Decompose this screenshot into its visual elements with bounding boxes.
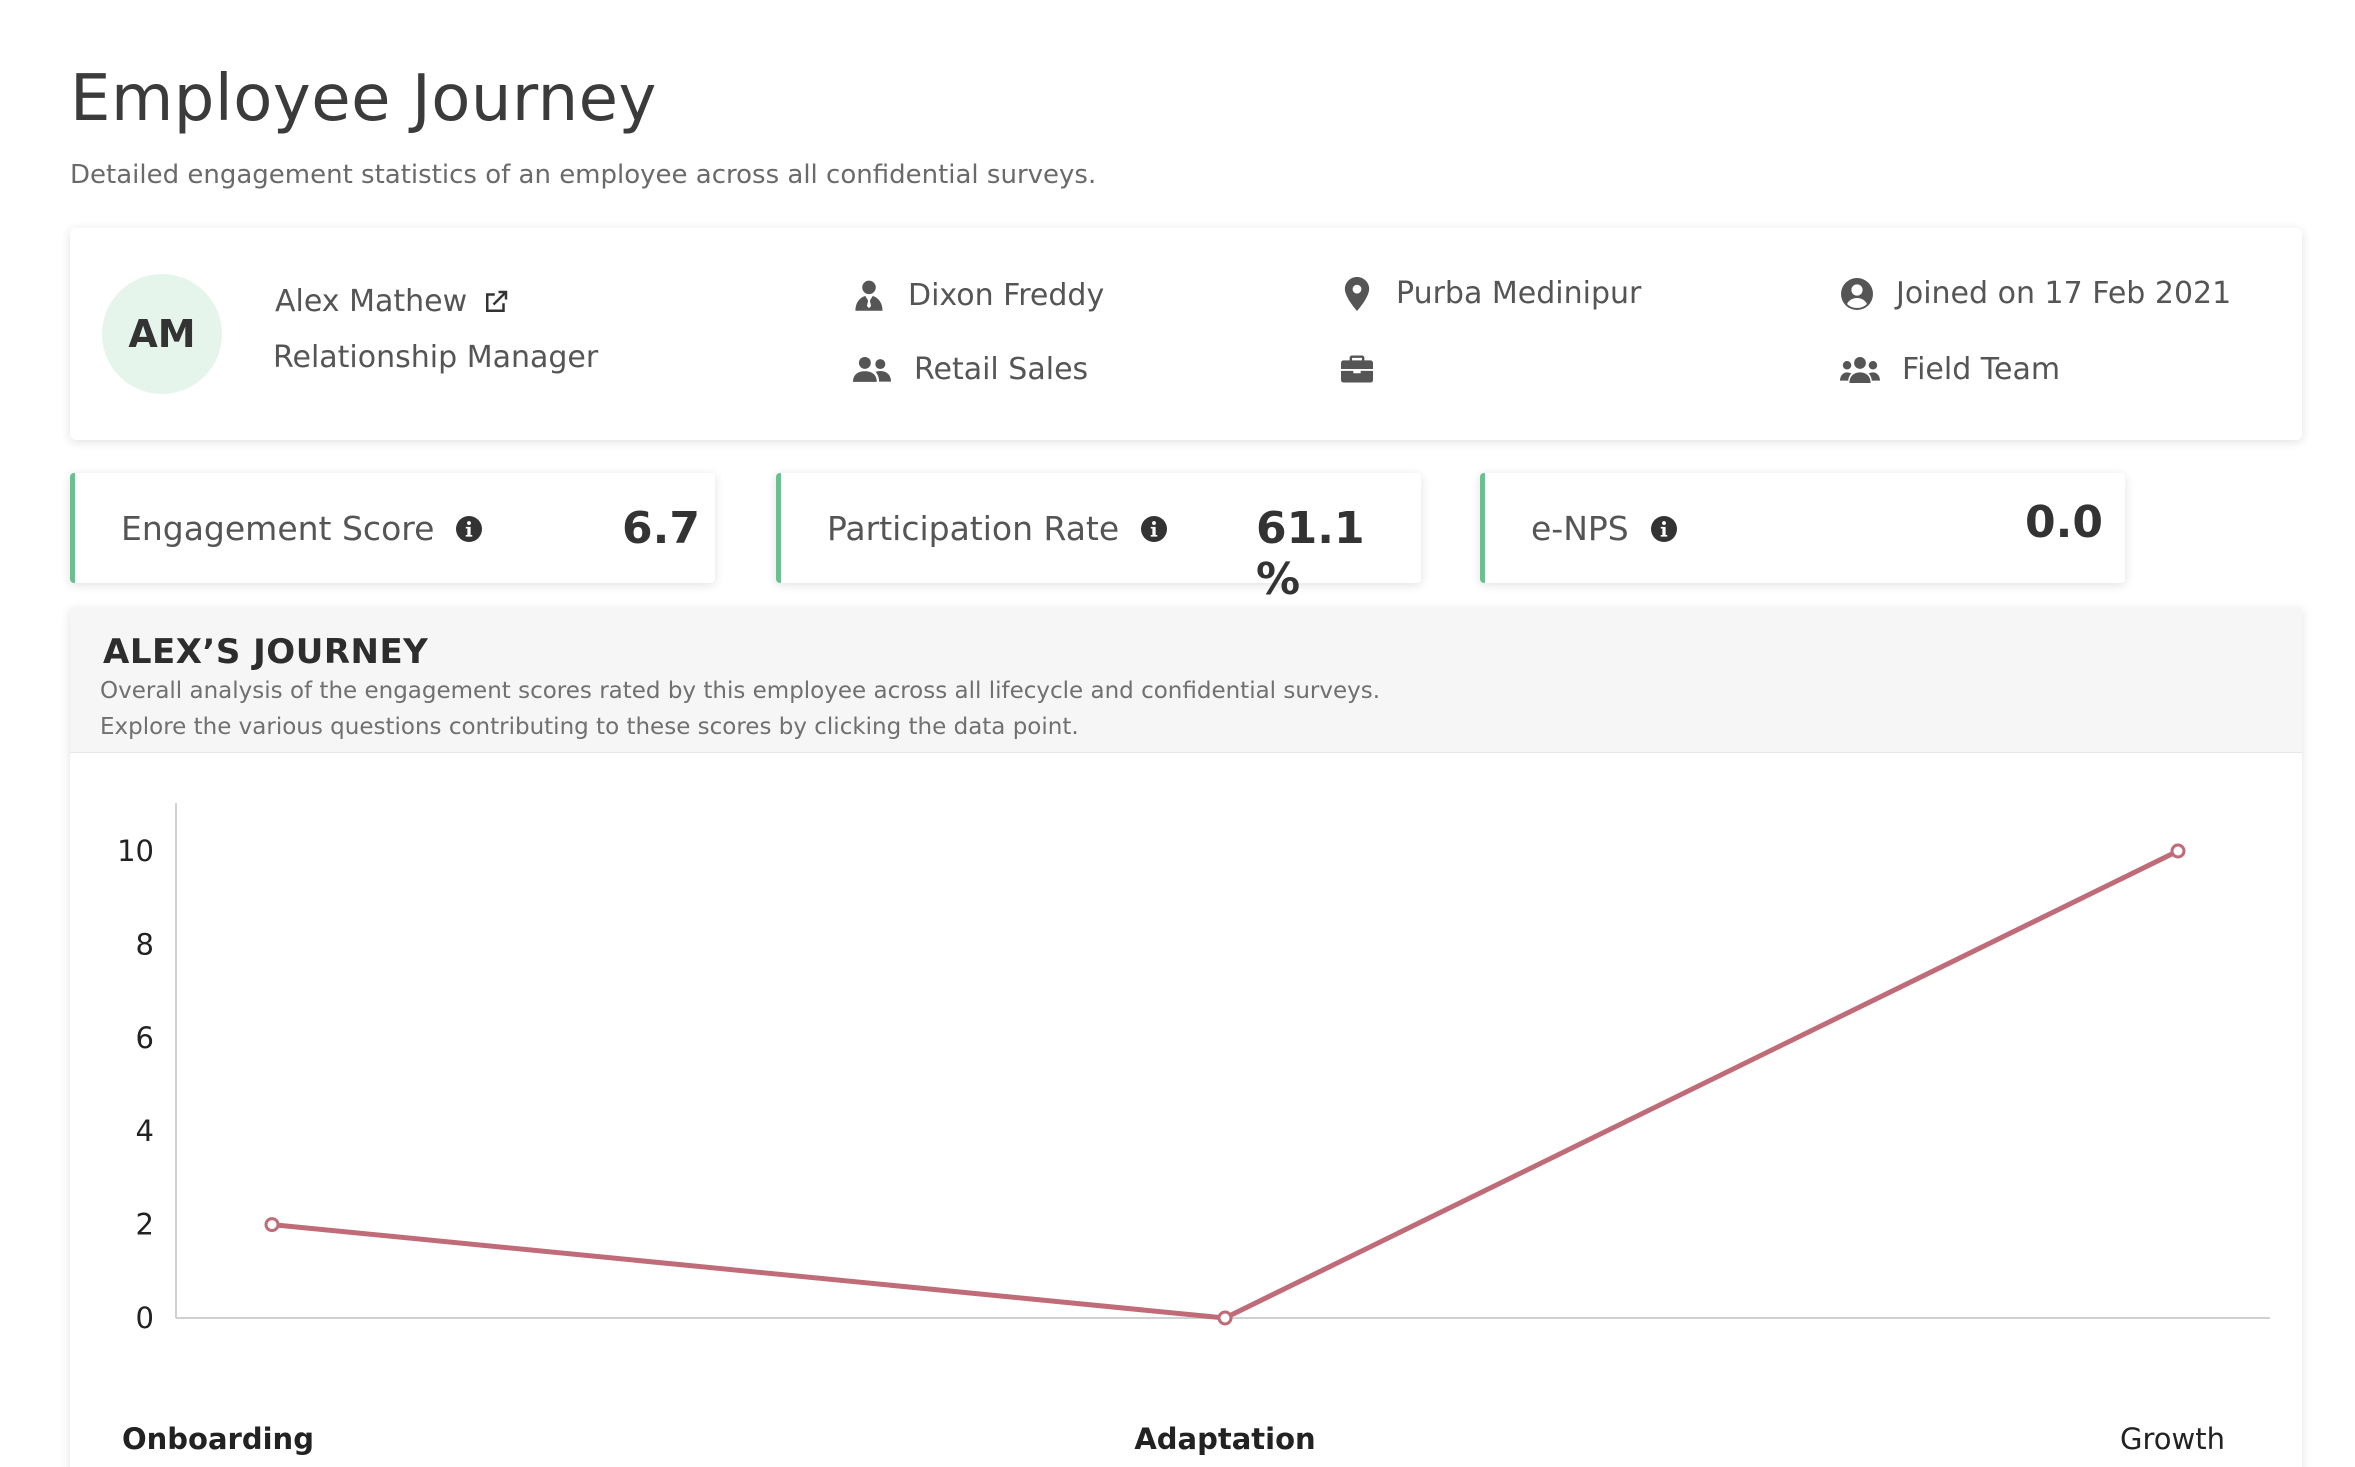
location-info: Purba Medinipur [1340, 276, 1641, 311]
briefcase-icon [1340, 352, 1374, 386]
journey-description-line2: Explore the various questions contributi… [100, 714, 1079, 740]
employee-profile-card: AM Alex Mathew Relationship Manager Dixo… [70, 228, 2302, 440]
data-point[interactable] [264, 1217, 280, 1233]
metric-label: Engagement Score [121, 509, 435, 548]
team-name: Field Team [1902, 352, 2061, 387]
y-tick-label: 8 [136, 927, 154, 961]
y-tick-label: 2 [136, 1208, 154, 1242]
employee-name-link[interactable]: Alex Mathew [275, 284, 511, 319]
joined-date: Joined on 17 Feb 2021 [1896, 276, 2232, 311]
location-name: Purba Medinipur [1396, 276, 1642, 311]
journey-title: ALEX’S JOURNEY [103, 632, 429, 672]
department-info: Retail Sales [852, 352, 1088, 387]
avatar: AM [102, 274, 222, 394]
y-tick-label: 4 [136, 1114, 154, 1148]
y-tick-label: 6 [136, 1021, 154, 1055]
external-link-icon[interactable] [481, 287, 511, 317]
metric-value: 6.7 [622, 503, 700, 554]
manager-info: Dixon Freddy [852, 278, 1104, 313]
x-category-label: Onboarding [122, 1422, 314, 1456]
employee-role: Relationship Manager [273, 340, 599, 375]
data-point[interactable] [1217, 1310, 1233, 1326]
series-line [271, 848, 2180, 1321]
participation-rate-label-row: Participation Rate [827, 509, 1168, 548]
metric-value: 0.0 [2025, 497, 2103, 548]
x-category-label: Adaptation [1134, 1422, 1315, 1456]
designation-info [1340, 352, 1396, 386]
metric-label: e-NPS [1531, 509, 1629, 548]
info-circle-icon[interactable] [456, 515, 483, 542]
y-tick-label: 0 [136, 1301, 154, 1335]
journey-description-line1: Overall analysis of the engagement score… [100, 678, 1381, 704]
users-group-icon [1840, 353, 1880, 387]
journey-header: ALEX’S JOURNEY Overall analysis of the e… [70, 608, 2302, 753]
journey-line-chart: 10 8 6 4 2 0 Onboarding Adaptation Growth [117, 803, 2270, 1456]
user-tie-icon [852, 279, 886, 313]
users-icon [852, 353, 892, 387]
journey-card: ALEX’S JOURNEY Overall analysis of the e… [70, 608, 2302, 1467]
metric-value: 61.1 % [1256, 503, 1365, 605]
joined-info: Joined on 17 Feb 2021 [1840, 276, 2231, 311]
team-info: Field Team [1840, 352, 2060, 387]
user-circle-icon [1840, 277, 1874, 311]
y-tick-label: 10 [117, 834, 154, 868]
employee-name[interactable]: Alex Mathew [275, 284, 468, 319]
info-circle-icon[interactable] [1141, 515, 1168, 542]
engagement-score-label-row: Engagement Score [121, 509, 483, 548]
metric-label: Participation Rate [827, 509, 1120, 548]
engagement-score-card: Engagement Score 6.7 [70, 473, 715, 583]
page-title: Employee Journey [70, 62, 657, 136]
page-subtitle: Detailed engagement statistics of an emp… [70, 160, 1097, 190]
data-point[interactable] [2170, 843, 2186, 859]
enps-label-row: e-NPS [1531, 509, 1677, 548]
enps-card: e-NPS 0.0 [1480, 473, 2125, 583]
department-name: Retail Sales [914, 352, 1089, 387]
manager-name: Dixon Freddy [908, 278, 1105, 313]
map-marker-icon [1340, 276, 1374, 311]
x-category-label: Growth [2120, 1422, 2225, 1456]
participation-rate-card: Participation Rate 61.1 % [776, 473, 1421, 605]
info-circle-icon[interactable] [1650, 515, 1677, 542]
